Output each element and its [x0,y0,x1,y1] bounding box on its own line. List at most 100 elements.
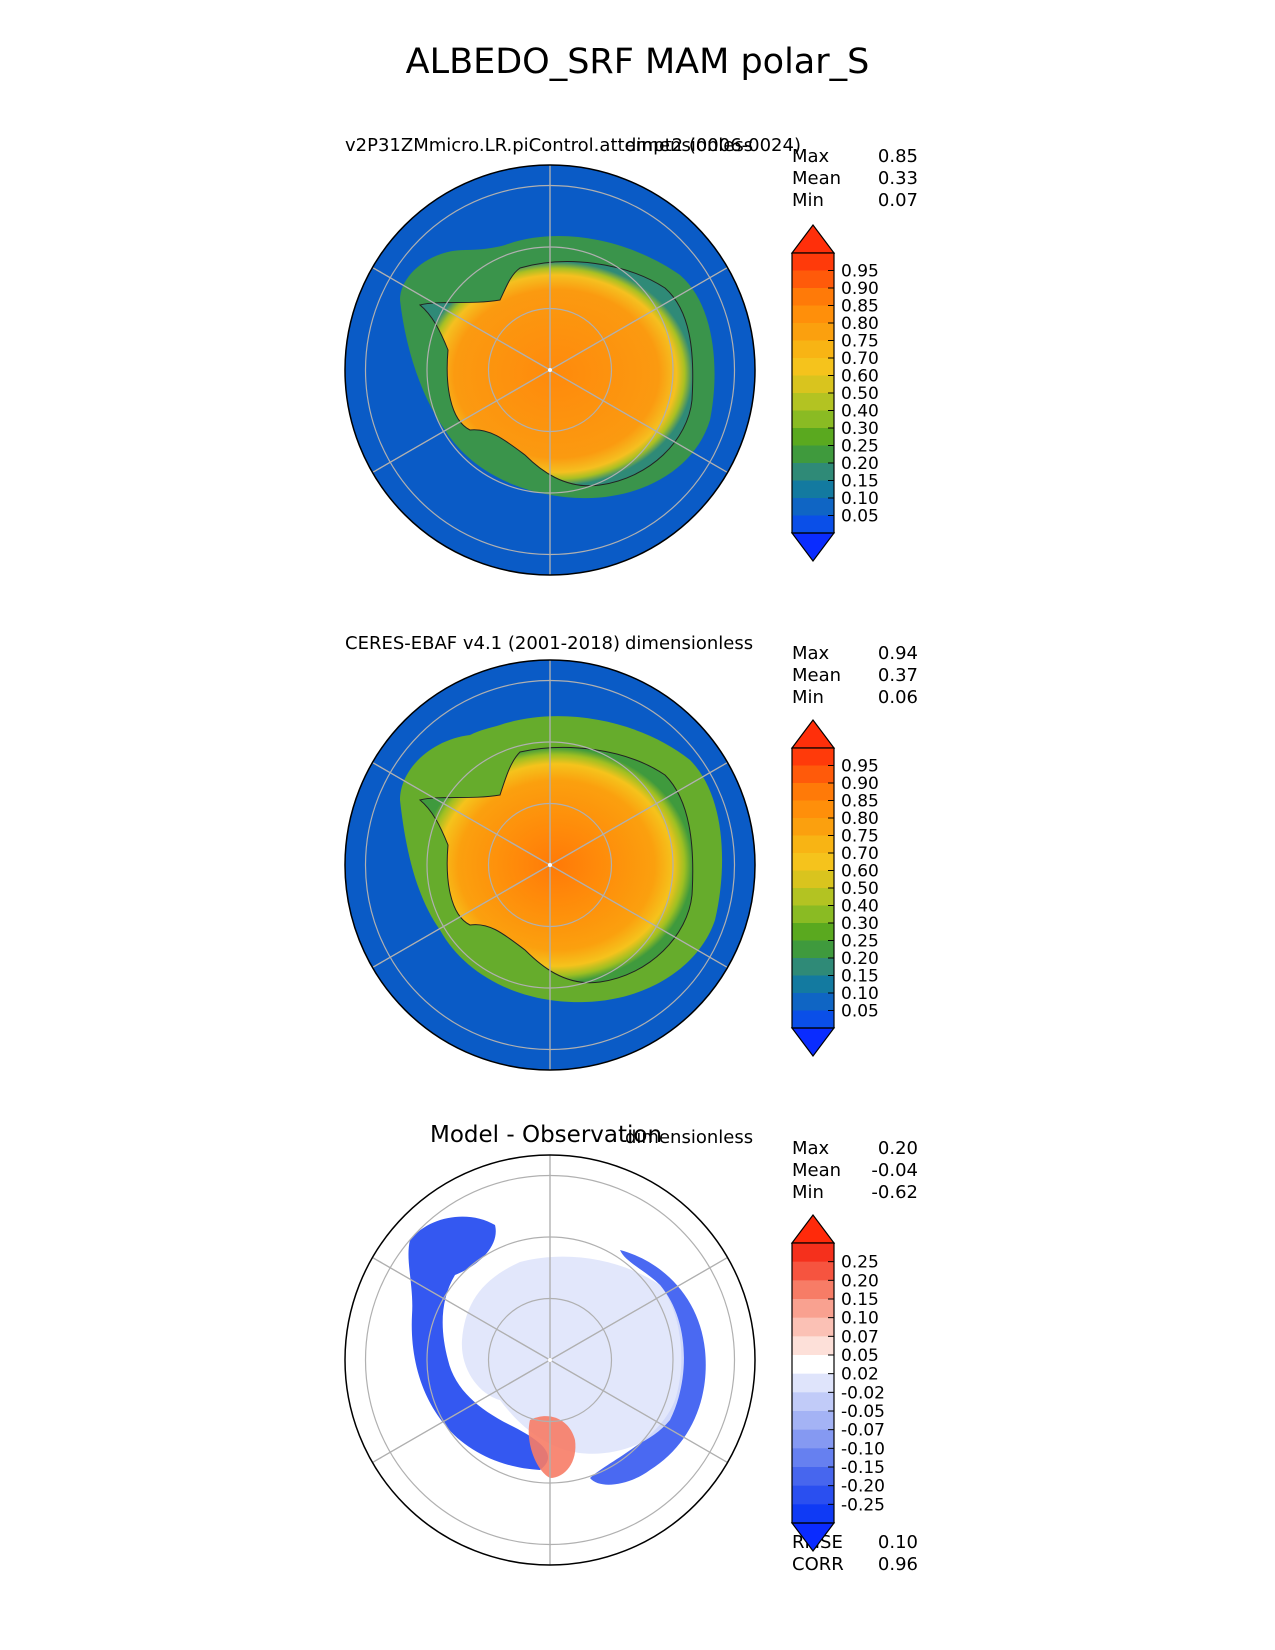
panel-2-colorbar-segment [792,1010,834,1029]
panel-3-left-title: Model - Observation [430,1122,663,1148]
panel-3-right-title: dimensionless [625,1127,754,1148]
panel-2-colorbar-segment [792,940,834,959]
panel-2-stat-mean-value: 0.37 [877,665,918,686]
panel-1-stat-max-label: Max [792,146,830,167]
panel-1-colorbar-segment [792,428,834,446]
panel-1-colorbar-frame [791,252,835,534]
panel-1-colorbar-tick-label: 0.50 [841,384,879,404]
panel-1-colorbar-segment [792,253,834,271]
panel-2-colorbar-segment [792,923,834,941]
panel-2-colorbar: 0.950.900.850.800.750.700.600.500.400.30… [790,719,879,1057]
panel-2-colorbar-segment [792,835,834,854]
panel-2-colorbar-tick-label: 0.85 [841,792,879,812]
panel-2-colorbar-frame [791,747,835,1029]
panel-1-colorbar-under [790,532,836,562]
panel-1-colorbar-tick-label: 0.15 [841,472,879,492]
panel-2-colorbar-tick-label: 0.25 [841,932,879,952]
panel-3-colorbar-frame [791,1242,835,1524]
panel-1-colorbar-segment [792,393,834,411]
panel-2-right-title: dimensionless [625,633,754,654]
panel-2-stat-max-label: Max [792,643,830,664]
panel-3-colorbar-segment [792,1373,834,1393]
panel-2-latitude-circle-3 [364,679,736,1051]
panel-3-colorbar-segment [792,1317,834,1337]
panel-3-colorbar-segment [792,1411,834,1431]
panel-2-colorbar-tick-label: 0.60 [841,862,879,882]
panel-3-stat-min-label: Min [792,1182,824,1203]
panel-1-colorbar-segment [792,498,834,516]
panel-3-colorbar-tick-label: 0.07 [841,1327,879,1347]
panel-3-colorbar-segment [792,1280,834,1300]
panel-1-stat-mean-value: 0.33 [877,168,918,189]
panel-2-colorbar-tick-label: 0.80 [841,809,879,829]
panel-1-colorbar-tick-label: 0.10 [841,489,879,509]
panel-3-colorbar-tick-label: 0.20 [841,1271,879,1291]
panel-2-colorbar-tick-label: 0.40 [841,897,879,917]
panel-1-colorbar-tick-label: 0.60 [841,367,879,387]
panel-3-negative-band-west [408,1216,549,1470]
panel-1-pole-marker [548,368,552,372]
panel-1-colorbar-tick-label: 0.95 [841,262,879,282]
panel-3-colorbar-tick-label: 0.10 [841,1309,879,1329]
panel-1-colorbar-segment [792,515,834,534]
panel-2-colorbar-tick-label: 0.30 [841,914,879,934]
panel-1-meridian-6 [372,266,728,474]
panel-1-colorbar-tick-label: 0.70 [841,349,879,369]
panel-2-colorbar-tick-label: 0.70 [841,844,879,864]
panel-3-weak-negative-interior [461,1256,684,1454]
panel-3-colorbar-tick-label: -0.25 [841,1495,885,1515]
panel-3-stat-rmse-label: RMSE [792,1532,843,1553]
panel-1-stat-mean-label: Mean [792,168,842,189]
panel-2-polar-grid [344,659,756,1071]
panel-2-colorbar-segment [792,783,834,801]
panel-1-colorbar-segment [792,358,834,376]
panel-2-meridian-6 [372,761,728,969]
panel-3-background [345,1155,755,1565]
panel-3-colorbar-segment [792,1336,834,1356]
panel-2-colorbar-tick-label: 0.15 [841,967,879,987]
panel-2-colorbar-segment [792,958,834,976]
panel-2-colorbar-tick-label: 0.50 [841,879,879,899]
panel-3-colorbar-segment [792,1429,834,1449]
panel-2-ocean [345,660,755,1070]
panel-1-colorbar-segment [792,375,834,394]
panel-1-left-title: v2P31ZMmicro.LR.piControl.attempt2 (0006… [345,135,801,156]
panel-2-map [345,660,755,1070]
panel-1-colorbar-segment [792,270,834,289]
panel-1-ocean [345,165,755,575]
panel-2-colorbar-tick-label: 0.20 [841,949,879,969]
panel-1-right-title: dimensionless [625,135,754,156]
panel-1-colorbar-tick-label: 0.25 [841,437,879,457]
panel-2-colorbar-tick-label: 0.90 [841,774,879,794]
panel-2-map-border [344,659,756,1071]
panel-1-meridian-5 [372,266,728,474]
panel-2-colorbar-under [790,1027,836,1057]
panel-2-stat-mean-label: Mean [792,665,842,686]
panel-3-colorbar-tick-label: 0.25 [841,1253,879,1273]
panel-1-colorbar: 0.950.900.850.800.750.700.600.500.400.30… [790,224,879,562]
panel-1-colorbar-over [790,224,836,254]
panel-3-colorbar-segment [792,1467,834,1487]
panel-1-latitude-circle-1 [487,307,613,433]
panel-2-colorbar-segment [792,905,834,924]
panel-2-colorbar-segment [792,870,834,889]
panel-2-continent [418,746,694,984]
panel-3-meridian-6 [372,1256,728,1464]
panel-3-colorbar-segment [792,1299,834,1319]
panel-2-meridian-2 [372,761,728,969]
panel-2-colorbar-segment [792,748,834,766]
panel-3-colorbar-segment [792,1485,834,1505]
panel-3-stat-mean-value: -0.04 [871,1160,918,1181]
panel-3-meridian-5 [372,1256,728,1464]
panel-1-map-border [344,164,756,576]
panel-3-polar-grid [344,1154,756,1566]
panel-3-meridian-3 [372,1256,728,1464]
panel-2-colorbar-segment [792,853,834,871]
panel-1-colorbar-segment [792,305,834,324]
panel-3-stat-max-value: 0.20 [877,1138,918,1159]
panel-3-stat-corr-value: 0.96 [877,1554,918,1575]
panel-2-meridian-3 [372,761,728,969]
panel-1-colorbar-tick-label: 0.40 [841,402,879,422]
panel-1-colorbar-tick-label: 0.90 [841,279,879,299]
